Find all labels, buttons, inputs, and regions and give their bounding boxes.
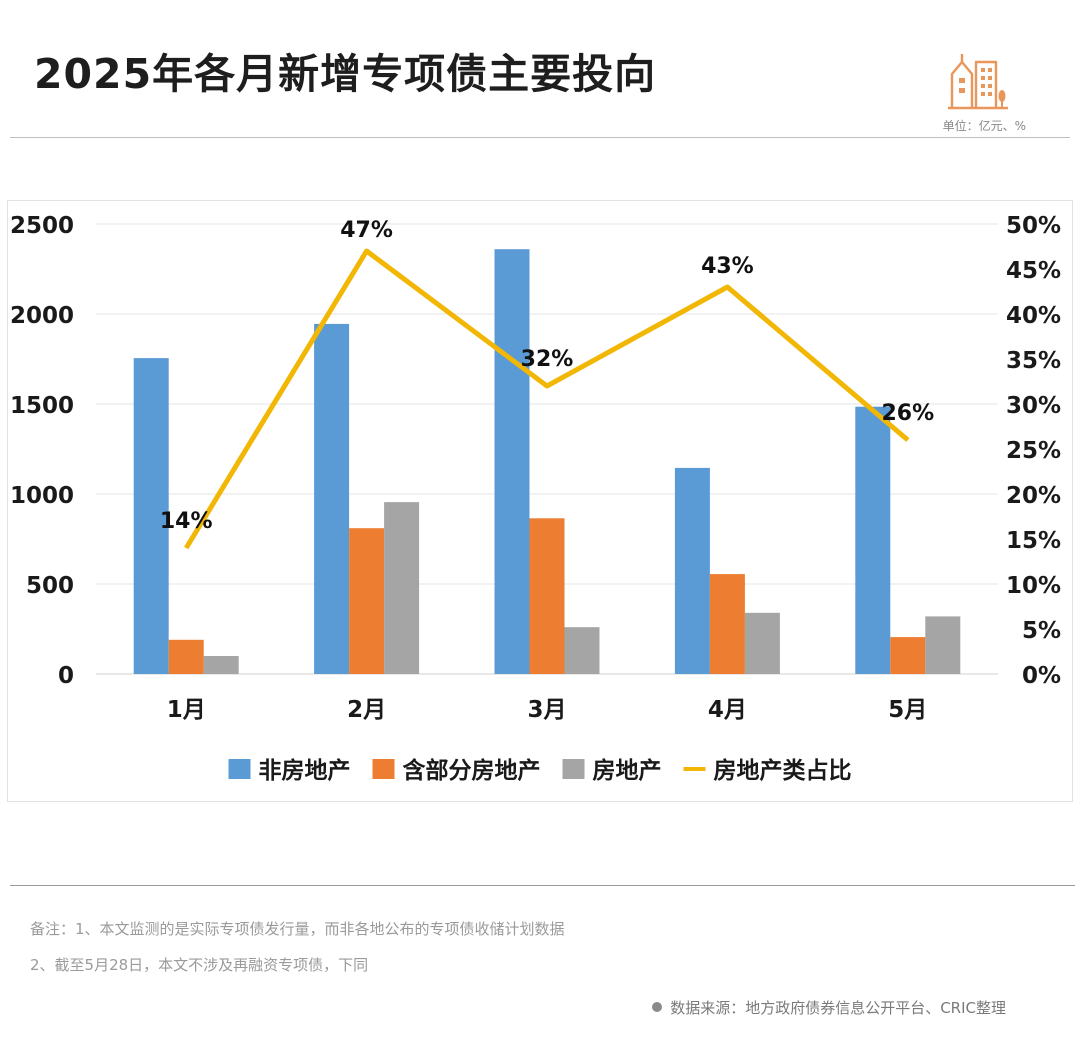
y-right-tick-label: 35% (1006, 348, 1061, 374)
bar-3 (203, 656, 239, 674)
bar-3 (925, 616, 961, 674)
legend-label: 含部分房地产 (403, 757, 541, 784)
y-right-tick-label: 0% (1022, 663, 1061, 689)
x-tick-label: 3月 (527, 697, 566, 723)
bar-1 (855, 406, 891, 674)
y-right-tick-label: 50% (1006, 213, 1061, 239)
x-tick-label: 4月 (708, 697, 747, 723)
chart-container: 0 500 1000 1500 2000 2500 0% 5% 10% 15% 20% 25% 30% 3… (7, 200, 1073, 802)
share-line (184, 248, 910, 550)
y-right-tick-label: 5% (1022, 618, 1061, 644)
legend-label: 房地产类占比 (714, 757, 852, 784)
bar-2 (349, 528, 385, 674)
city-buildings-icon (948, 54, 1008, 110)
data-label: 43% (701, 254, 754, 279)
bar-2 (529, 518, 565, 674)
bar-1 (314, 323, 350, 674)
y-left-tick-label: 2500 (10, 213, 74, 239)
y-left-tick-label: 2000 (10, 303, 74, 329)
bar-1 (494, 249, 530, 674)
legend-swatch (228, 759, 251, 779)
data-label: 26% (881, 401, 934, 426)
data-label: 14% (160, 509, 213, 534)
y-left-tick-label: 0 (58, 663, 74, 689)
unit-label: 单位：亿元、% (942, 119, 1026, 133)
legend-label: 非房地产 (259, 757, 351, 784)
data-label: 47% (340, 218, 393, 243)
data-source-text: 数据来源：地方政府债券信息公开平台、CRIC整理 (670, 999, 1006, 1017)
page-title: 2025年各月新增专项债主要投向 (34, 50, 657, 98)
x-tick-label: 2月 (347, 697, 386, 723)
y-left-tick-label: 1000 (10, 483, 74, 509)
combo-chart: 0 500 1000 1500 2000 2500 0% 5% 10% 15% 20% 25% 30% 3… (10, 213, 1061, 784)
data-label: 32% (521, 347, 574, 372)
note-line-2: 2、截至5月28日，本文不涉及再融资专项债，下同 (30, 956, 369, 974)
y-right-tick-label: 10% (1006, 573, 1061, 599)
y-left-tick-label: 500 (26, 573, 74, 599)
legend-swatch (562, 759, 585, 779)
bullet-dot-icon (652, 1002, 663, 1012)
bar-3 (384, 502, 420, 674)
y-left-tick-label: 1500 (10, 393, 74, 419)
y-right-tick-label: 25% (1006, 438, 1061, 464)
note-line-1: 备注：1、本文监测的是实际专项债发行量，而非各地公布的专项债收储计划数据 (30, 920, 565, 938)
header-divider (10, 137, 1070, 138)
bar-1 (133, 358, 169, 674)
x-tick-label: 5月 (888, 697, 927, 723)
legend-swatch (372, 759, 395, 779)
bar-2 (168, 639, 204, 674)
y-right-tick-label: 30% (1006, 393, 1061, 419)
bar-2 (890, 637, 926, 674)
legend-label: 房地产 (593, 757, 662, 784)
data-source: 数据来源：地方政府债券信息公开平台、CRIC整理 (652, 997, 1006, 1018)
bar-3 (744, 612, 780, 674)
footer-divider (10, 885, 1075, 886)
y-right-tick-label: 45% (1006, 258, 1061, 284)
y-right-tick-label: 15% (1006, 528, 1061, 554)
bar-2 (709, 574, 745, 674)
x-tick-label: 1月 (167, 697, 206, 723)
y-right-tick-label: 20% (1006, 483, 1061, 509)
bar-3 (564, 627, 600, 674)
y-right-tick-label: 40% (1006, 303, 1061, 329)
bar-1 (674, 467, 710, 674)
